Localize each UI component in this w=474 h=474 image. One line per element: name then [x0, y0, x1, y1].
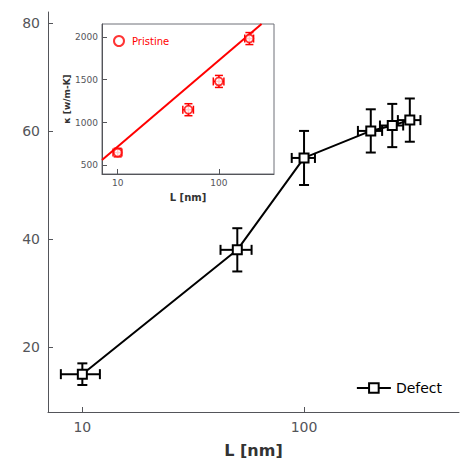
svg-text:L [nm]: L [nm]: [170, 192, 207, 203]
svg-text:60: 60: [22, 123, 40, 139]
svg-text:2000: 2000: [75, 32, 98, 42]
svg-text:20: 20: [22, 339, 40, 355]
svg-text:Defect: Defect: [396, 380, 443, 396]
svg-text:500: 500: [81, 160, 98, 170]
svg-text:1500: 1500: [75, 75, 98, 85]
svg-text:Pristine: Pristine: [132, 36, 169, 47]
svg-text:100: 100: [291, 419, 318, 435]
svg-text:40: 40: [22, 231, 40, 247]
svg-text:L [nm]: L [nm]: [224, 441, 282, 460]
svg-text:100: 100: [210, 178, 227, 188]
svg-text:κ [w/m-K]: κ [w/m-K]: [62, 74, 72, 123]
svg-text:10: 10: [112, 178, 124, 188]
svg-text:80: 80: [22, 15, 40, 31]
svg-text:1000: 1000: [75, 118, 98, 128]
svg-text:10: 10: [73, 419, 91, 435]
